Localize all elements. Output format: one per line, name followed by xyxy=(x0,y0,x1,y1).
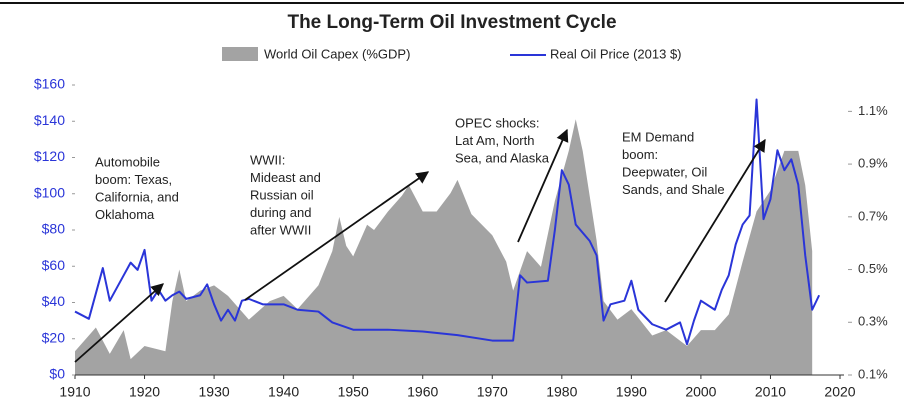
y-tick-label: $140 xyxy=(34,112,65,128)
x-tick-label: 2010 xyxy=(755,384,786,400)
capex-area xyxy=(75,119,813,375)
annotation: Oklahoma xyxy=(95,207,155,222)
annotation: Automobile xyxy=(95,154,160,169)
legend-swatch xyxy=(222,47,258,61)
annotation: California, and xyxy=(95,189,179,204)
annotation: after WWII xyxy=(250,222,311,237)
x-tick-label: 1980 xyxy=(546,384,577,400)
price-line xyxy=(74,98,821,346)
y-tick-label: $80 xyxy=(42,221,66,237)
y2-tick-label: 0.7% xyxy=(858,208,888,223)
annotation: boom: xyxy=(622,147,658,162)
arrow xyxy=(244,171,430,301)
x-tick-label: 2020 xyxy=(824,384,855,400)
annotation: Russian oil xyxy=(250,187,314,202)
y2-tick-label: 0.9% xyxy=(858,156,888,171)
y-tick-label: $20 xyxy=(42,329,66,345)
annotation: Deepwater, Oil xyxy=(622,164,707,179)
x-tick-label: 1970 xyxy=(477,384,508,400)
arrow xyxy=(664,138,766,303)
annotation: Sands, and Shale xyxy=(622,182,725,197)
y-tick-label: $100 xyxy=(34,184,65,200)
y-tick-label: $160 xyxy=(34,76,65,92)
y2-tick-label: 0.1% xyxy=(858,366,888,381)
x-tick-label: 1910 xyxy=(59,384,90,400)
y-tick-label: $0 xyxy=(49,366,65,382)
y-tick-label: $120 xyxy=(34,148,65,164)
arrow xyxy=(517,128,569,243)
x-tick-label: 1990 xyxy=(616,384,647,400)
annotation: Sea, and Alaska xyxy=(455,150,550,165)
y2-tick-label: 0.3% xyxy=(858,314,888,329)
x-tick-label: 1930 xyxy=(199,384,230,400)
chart-title: The Long-Term Oil Investment Cycle xyxy=(287,12,616,33)
annotation: boom: Texas, xyxy=(95,172,172,187)
y2-tick-label: 0.5% xyxy=(858,261,888,276)
arrow xyxy=(74,283,164,363)
annotation: Mideast and xyxy=(250,170,321,185)
y-tick-label: $60 xyxy=(42,257,66,273)
legend-label: World Oil Capex (%GDP) xyxy=(264,46,410,61)
x-tick-label: 1920 xyxy=(129,384,160,400)
annotation: EM Demand xyxy=(622,129,694,144)
legend-label: Real Oil Price (2013 $) xyxy=(550,46,682,61)
x-tick-label: 1960 xyxy=(407,384,438,400)
arrows xyxy=(74,128,766,363)
annotation: OPEC shocks: xyxy=(455,115,540,130)
x-tick-label: 1950 xyxy=(338,384,369,400)
annotation: WWII: xyxy=(250,152,285,167)
plot xyxy=(74,98,821,375)
annotation: during and xyxy=(250,205,311,220)
y-tick-label: $40 xyxy=(42,293,66,309)
y2-tick-label: 1.1% xyxy=(858,103,888,118)
x-tick-label: 1940 xyxy=(268,384,299,400)
x-tick-label: 2000 xyxy=(685,384,716,400)
annotation: Lat Am, North xyxy=(455,133,534,148)
